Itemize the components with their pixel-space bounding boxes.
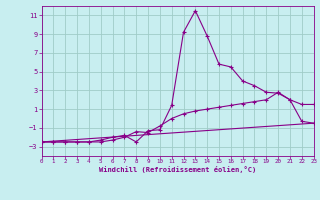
X-axis label: Windchill (Refroidissement éolien,°C): Windchill (Refroidissement éolien,°C)	[99, 166, 256, 173]
